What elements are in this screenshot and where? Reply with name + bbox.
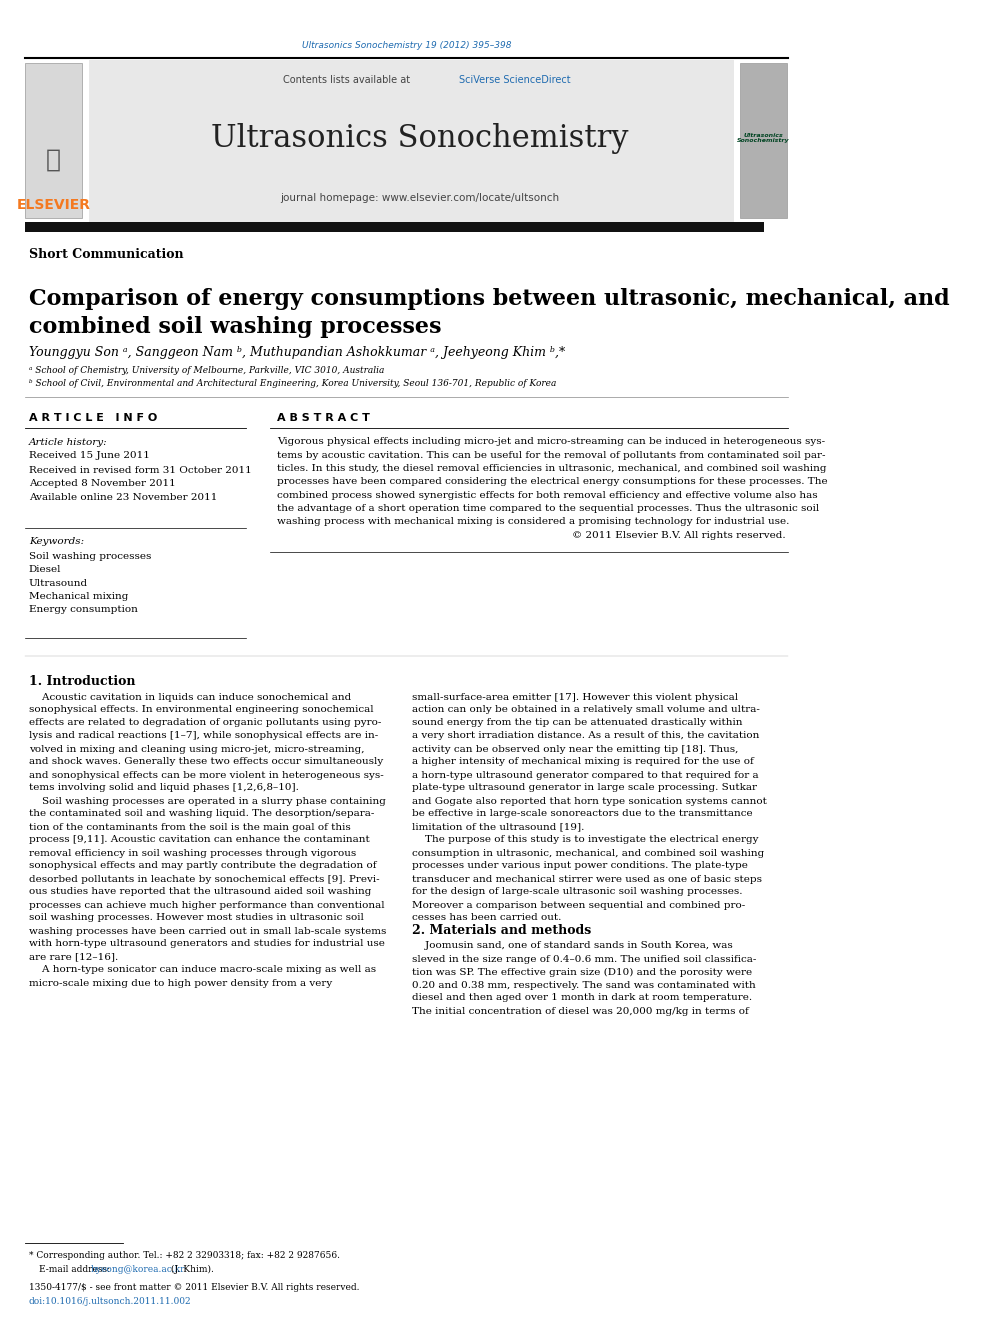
Text: limitation of the ultrasound [19].: limitation of the ultrasound [19]. [413,823,584,831]
Text: processes have been compared considering the electrical energy consumptions for : processes have been compared considering… [277,478,827,487]
Text: Ultrasonics Sonochemistry: Ultrasonics Sonochemistry [211,123,628,153]
Text: Article history:: Article history: [29,438,107,447]
Text: washing process with mechanical mixing is considered a promising technology for : washing process with mechanical mixing i… [277,517,790,527]
Text: Short Communication: Short Communication [29,249,184,262]
Text: diesel and then aged over 1 month in dark at room temperature.: diesel and then aged over 1 month in dar… [413,994,752,1003]
Text: are rare [12–16].: are rare [12–16]. [29,953,118,962]
Text: hyeong@korea.ac.kr: hyeong@korea.ac.kr [90,1265,185,1274]
Text: The purpose of this study is to investigate the electrical energy: The purpose of this study is to investig… [413,836,759,844]
Text: Energy consumption: Energy consumption [29,606,138,614]
Text: Vigorous physical effects including micro-jet and micro-streaming can be induced: Vigorous physical effects including micr… [277,438,825,446]
Text: and Gogate also reported that horn type sonication systems cannot: and Gogate also reported that horn type … [413,796,767,806]
Text: Joomusin sand, one of standard sands in South Korea, was: Joomusin sand, one of standard sands in … [413,942,733,950]
Text: a horn-type ultrasound generator compared to that required for a: a horn-type ultrasound generator compare… [413,770,759,779]
Text: removal efficiency in soil washing processes through vigorous: removal efficiency in soil washing proce… [29,848,356,857]
Text: with horn-type ultrasound generators and studies for industrial use: with horn-type ultrasound generators and… [29,939,385,949]
Text: consumption in ultrasonic, mechanical, and combined soil washing: consumption in ultrasonic, mechanical, a… [413,848,765,857]
Text: tems by acoustic cavitation. This can be useful for the removal of pollutants fr: tems by acoustic cavitation. This can be… [277,451,825,460]
Text: and sonophysical effects can be more violent in heterogeneous sys-: and sonophysical effects can be more vio… [29,770,384,779]
Text: Soil washing processes: Soil washing processes [29,552,151,561]
Text: cesses has been carried out.: cesses has been carried out. [413,913,561,922]
Text: The initial concentration of diesel was 20,000 mg/kg in terms of: The initial concentration of diesel was … [413,1007,749,1016]
Text: A R T I C L E   I N F O: A R T I C L E I N F O [29,413,157,423]
Text: journal homepage: www.elsevier.com/locate/ultsonch: journal homepage: www.elsevier.com/locat… [280,193,559,202]
Text: volved in mixing and cleaning using micro-jet, micro-streaming,: volved in mixing and cleaning using micr… [29,745,364,754]
Text: (J. Khim).: (J. Khim). [168,1265,214,1274]
Text: tion of the contaminants from the soil is the main goal of this: tion of the contaminants from the soil i… [29,823,350,831]
Text: the contaminated soil and washing liquid. The desorption/separa-: the contaminated soil and washing liquid… [29,810,374,819]
Text: Ultrasonics
Sonochemistry: Ultrasonics Sonochemistry [737,132,790,143]
Bar [740,64,787,218]
Text: soil washing processes. However most studies in ultrasonic soil: soil washing processes. However most stu… [29,913,363,922]
Text: 0.20 and 0.38 mm, respectively. The sand was contaminated with: 0.20 and 0.38 mm, respectively. The sand… [413,980,756,990]
Text: Younggyu Son ᵃ, Sanggeon Nam ᵇ, Muthupandian Ashokkumar ᵃ, Jeehyeong Khim ᵇ,*: Younggyu Son ᵃ, Sanggeon Nam ᵇ, Muthupan… [29,345,564,359]
Text: E-mail address:: E-mail address: [39,1265,112,1274]
Text: tems involving solid and liquid phases [1,2,6,8–10].: tems involving solid and liquid phases [… [29,783,299,792]
Text: processes under various input power conditions. The plate-type: processes under various input power cond… [413,861,748,871]
Text: © 2011 Elsevier B.V. All rights reserved.: © 2011 Elsevier B.V. All rights reserved… [571,531,786,540]
Text: Soil washing processes are operated in a slurry phase containing: Soil washing processes are operated in a… [29,796,386,806]
Text: 1. Introduction: 1. Introduction [29,676,135,688]
Text: 2. Materials and methods: 2. Materials and methods [413,925,591,938]
Text: 1350-4177/$ - see front matter © 2011 Elsevier B.V. All rights reserved.: 1350-4177/$ - see front matter © 2011 El… [29,1283,359,1293]
Text: micro-scale mixing due to high power density from a very: micro-scale mixing due to high power den… [29,979,332,987]
Text: processes can achieve much higher performance than conventional: processes can achieve much higher perfor… [29,901,384,909]
Text: and shock waves. Generally these two effects occur simultaneously: and shock waves. Generally these two eff… [29,758,383,766]
Text: Available online 23 November 2011: Available online 23 November 2011 [29,493,217,503]
Text: A horn-type sonicator can induce macro-scale mixing as well as: A horn-type sonicator can induce macro-s… [29,966,376,975]
Text: Acoustic cavitation in liquids can induce sonochemical and: Acoustic cavitation in liquids can induc… [29,692,351,701]
Bar [25,64,82,218]
Text: Moreover a comparison between sequential and combined pro-: Moreover a comparison between sequential… [413,901,746,909]
Text: a very short irradiation distance. As a result of this, the cavitation: a very short irradiation distance. As a … [413,732,760,741]
Text: Keywords:: Keywords: [29,537,83,546]
Text: Received in revised form 31 October 2011: Received in revised form 31 October 2011 [29,466,251,475]
Text: ticles. In this study, the diesel removal efficiencies in ultrasonic, mechanical: ticles. In this study, the diesel remova… [277,464,826,474]
Text: desorbed pollutants in leachate by sonochemical effects [9]. Previ-: desorbed pollutants in leachate by sonoc… [29,875,379,884]
Text: activity can be observed only near the emitting tip [18]. Thus,: activity can be observed only near the e… [413,745,739,754]
Text: Ultrasound: Ultrasound [29,578,88,587]
Text: SciVerse ScienceDirect: SciVerse ScienceDirect [459,75,570,85]
Text: ous studies have reported that the ultrasound aided soil washing: ous studies have reported that the ultra… [29,888,371,897]
Text: doi:10.1016/j.ultsonch.2011.11.002: doi:10.1016/j.ultsonch.2011.11.002 [29,1298,191,1307]
Text: * Corresponding author. Tel.: +82 2 32903318; fax: +82 2 9287656.: * Corresponding author. Tel.: +82 2 3290… [29,1252,339,1261]
Text: ᵇ School of Civil, Environmental and Architectural Engineering, Korea University: ᵇ School of Civil, Environmental and Arc… [29,378,557,388]
Text: plate-type ultrasound generator in large scale processing. Sutkar: plate-type ultrasound generator in large… [413,783,757,792]
Text: Contents lists available at: Contents lists available at [283,75,413,85]
Text: process [9,11]. Acoustic cavitation can enhance the contaminant: process [9,11]. Acoustic cavitation can … [29,836,369,844]
Text: tion was SP. The effective grain size (D10) and the porosity were: tion was SP. The effective grain size (D… [413,967,752,976]
Text: Ultrasonics Sonochemistry 19 (2012) 395–398: Ultrasonics Sonochemistry 19 (2012) 395–… [302,41,511,49]
Text: transducer and mechanical stirrer were used as one of basic steps: transducer and mechanical stirrer were u… [413,875,762,884]
Text: for the design of large-scale ultrasonic soil washing processes.: for the design of large-scale ultrasonic… [413,888,743,897]
Bar [25,222,764,232]
Text: a higher intensity of mechanical mixing is required for the use of: a higher intensity of mechanical mixing … [413,758,754,766]
Text: Received 15 June 2011: Received 15 June 2011 [29,451,150,460]
Text: lysis and radical reactions [1–7], while sonophysical effects are in-: lysis and radical reactions [1–7], while… [29,732,378,741]
Text: be effective in large-scale sonoreactors due to the transmittance: be effective in large-scale sonoreactors… [413,810,753,819]
Text: ELSEVIER: ELSEVIER [16,198,90,212]
Text: Comparison of energy consumptions between ultrasonic, mechanical, and
combined s: Comparison of energy consumptions betwee… [29,288,949,337]
Text: combined process showed synergistic effects for both removal efficiency and effe: combined process showed synergistic effe… [277,491,817,500]
Bar [88,60,733,222]
Text: sleved in the size range of 0.4–0.6 mm. The unified soil classifica-: sleved in the size range of 0.4–0.6 mm. … [413,954,757,963]
Text: small-surface-area emitter [17]. However this violent physical: small-surface-area emitter [17]. However… [413,692,738,701]
Text: 🌳: 🌳 [46,148,61,172]
Text: Diesel: Diesel [29,565,62,574]
Text: action can only be obtained in a relatively small volume and ultra-: action can only be obtained in a relativ… [413,705,760,714]
Text: washing processes have been carried out in small lab-scale systems: washing processes have been carried out … [29,926,386,935]
Text: Mechanical mixing: Mechanical mixing [29,591,128,601]
Text: effects are related to degradation of organic pollutants using pyro-: effects are related to degradation of or… [29,718,381,728]
Text: sonophysical effects. In environmental engineering sonochemical: sonophysical effects. In environmental e… [29,705,373,714]
Text: the advantage of a short operation time compared to the sequential processes. Th: the advantage of a short operation time … [277,504,819,513]
Text: sonophysical effects and may partly contribute the degradation of: sonophysical effects and may partly cont… [29,861,376,871]
Text: ᵃ School of Chemistry, University of Melbourne, Parkville, VIC 3010, Australia: ᵃ School of Chemistry, University of Mel… [29,365,384,374]
Text: A B S T R A C T: A B S T R A C T [277,413,370,423]
Text: Accepted 8 November 2011: Accepted 8 November 2011 [29,479,176,488]
Text: sound energy from the tip can be attenuated drastically within: sound energy from the tip can be attenua… [413,718,743,728]
